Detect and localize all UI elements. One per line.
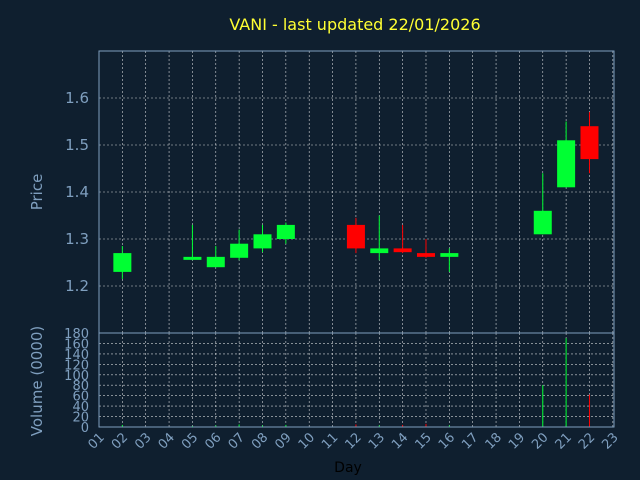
- volume-tick-label: 40: [72, 400, 89, 415]
- x-tick-label: 02: [109, 430, 131, 452]
- x-tick-label: 09: [272, 430, 294, 452]
- candles: [113, 112, 599, 279]
- volume-tick-label: 160: [64, 337, 89, 352]
- x-tick-label: 11: [319, 430, 341, 452]
- candle-body: [557, 140, 576, 188]
- price-y-ticks: 1.2 1.3 1.4 1.5 1.6: [65, 89, 89, 295]
- x-tick-label: 14: [389, 430, 411, 452]
- x-tick-label: 13: [366, 430, 388, 452]
- candle-body: [253, 234, 272, 249]
- volume-bars: [121, 338, 590, 427]
- candle-body: [346, 224, 365, 249]
- price-tick-label: 1.4: [65, 183, 89, 201]
- x-tick-label: 22: [576, 430, 598, 452]
- volume-tick-label: 140: [64, 348, 89, 363]
- price-tick-label: 1.5: [65, 136, 89, 154]
- volume-tick-label: 100: [64, 369, 89, 384]
- x-tick-label: 15: [413, 430, 435, 452]
- x-tick-label: 16: [436, 430, 458, 452]
- x-tick-label: 19: [506, 430, 528, 452]
- candle-body: [416, 253, 435, 257]
- candle-body: [230, 243, 249, 258]
- x-tick-label: 08: [249, 430, 271, 452]
- x-tick-label: 21: [553, 430, 575, 452]
- candle-body: [206, 256, 225, 268]
- candle-body: [370, 248, 389, 254]
- candle-body: [113, 253, 132, 272]
- x-axis-label: Day: [334, 460, 362, 476]
- volume-tick-label: 20: [72, 411, 89, 426]
- x-tick-label: 18: [483, 430, 505, 452]
- x-tick-label: 20: [529, 430, 551, 452]
- chart-title: VANI - last updated 22/01/2026: [229, 15, 480, 34]
- volume-tick-label: 0: [81, 421, 89, 436]
- price-tick-label: 1.3: [65, 230, 89, 248]
- price-axis-label: Price: [28, 174, 46, 211]
- candle-body: [440, 253, 459, 257]
- volume-tick-label: 60: [72, 390, 89, 405]
- x-tick-label: 23: [599, 430, 621, 452]
- x-tick-label: 07: [226, 430, 248, 452]
- price-grid: [98, 51, 614, 333]
- x-tick-label: 12: [342, 430, 364, 452]
- volume-tick-label: 120: [64, 358, 89, 373]
- candle-body: [393, 248, 412, 253]
- volume-tick-label: 180: [64, 327, 89, 342]
- x-tick-label: 10: [296, 430, 318, 452]
- x-ticks: 01 02 03 04 05 06 07 08 09 10 11 12 13 14 15 16 17 18 19 20…: [86, 430, 622, 452]
- price-tick-label: 1.6: [65, 89, 89, 107]
- x-tick-label: 06: [202, 430, 224, 452]
- candle-body: [183, 256, 202, 260]
- volume-frame: [98, 332, 615, 428]
- price-tick-label: 1.2: [65, 277, 89, 295]
- volume-grid: [98, 332, 614, 428]
- x-tick-label: 17: [459, 430, 481, 452]
- volume-tick-label: 80: [72, 379, 89, 394]
- x-tick-label: 04: [156, 430, 178, 452]
- volume-axis-label: Volume (0000): [28, 326, 46, 436]
- x-tick-label: 03: [132, 430, 154, 452]
- x-tick-label: 05: [179, 430, 201, 452]
- candle-body: [533, 210, 552, 235]
- candle-body: [580, 126, 599, 160]
- candle-body: [276, 224, 295, 239]
